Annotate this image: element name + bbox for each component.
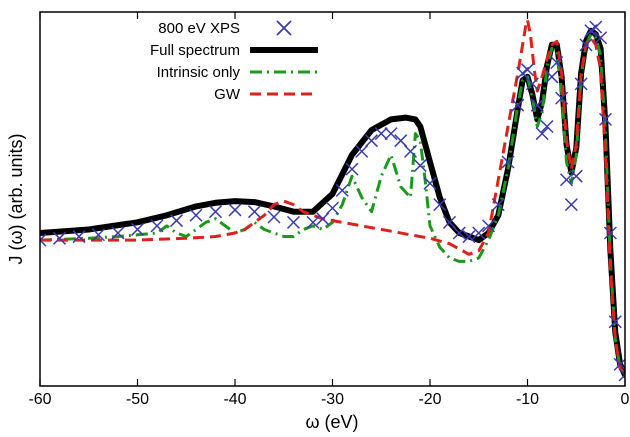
xps-point: [286, 215, 301, 229]
xps-point: [598, 112, 613, 126]
series-line-3: [40, 18, 625, 376]
x-tick-label: -30: [321, 391, 344, 408]
xps-point: [394, 134, 408, 148]
xps-point: [267, 210, 281, 224]
xps-point: [540, 119, 554, 134]
xps-point: [413, 159, 427, 173]
xps-point: [579, 38, 593, 52]
xps-point: [574, 77, 588, 91]
xps-point: [316, 212, 330, 226]
xps-markers: [40, 20, 625, 382]
xps-point: [594, 31, 608, 45]
series-line-2: [40, 32, 625, 376]
x-tick-label: -50: [126, 391, 149, 408]
x-tick-label: 0: [621, 391, 630, 408]
xps-point: [603, 226, 617, 240]
x-tick-label: -60: [28, 391, 51, 408]
xps-point: [364, 134, 379, 148]
legend-marker: [276, 20, 292, 36]
xps-point: [501, 155, 515, 169]
xps-point: [374, 127, 388, 141]
legend: 800 eV XPS Full spectrum Intrinsic only GW: [150, 20, 318, 103]
x-axis-label: ω (eV): [305, 412, 358, 432]
xps-point: [481, 219, 496, 233]
xps-point: [545, 70, 559, 84]
xps-point: [72, 230, 86, 244]
xps-point: [511, 98, 525, 112]
xps-point: [52, 231, 67, 245]
xps-point: [525, 77, 539, 91]
x-tick-label: -20: [418, 391, 441, 408]
xps-point: [40, 233, 47, 247]
xps-point: [355, 144, 369, 158]
xps-point: [491, 198, 505, 212]
xps-point: [335, 183, 349, 197]
xps-point: [169, 214, 184, 228]
xps-point: [423, 176, 437, 190]
xps-point: [608, 315, 622, 329]
legend-label: GW: [214, 86, 241, 103]
legend-label: 800 eV XPS: [158, 20, 240, 37]
xps-point: [589, 20, 603, 34]
xps-point: [91, 228, 106, 242]
xps-point: [130, 222, 145, 236]
xps-point: [550, 56, 564, 70]
x-tick-label: -40: [223, 391, 246, 408]
xps-point: [189, 208, 203, 222]
xps-point: [247, 205, 262, 219]
xps-point: [472, 226, 486, 240]
legend-label: Full spectrum: [150, 42, 240, 59]
xps-point: [564, 198, 578, 212]
xps-point: [555, 91, 569, 105]
xps-point: [452, 226, 466, 240]
xps-point: [535, 127, 549, 141]
xps-point: [618, 368, 625, 382]
xps-point: [569, 169, 583, 183]
xps-point: [345, 162, 359, 176]
xps-point: [111, 226, 125, 240]
xps-point: [150, 219, 164, 233]
xps-point: [306, 215, 320, 229]
xps-point: [462, 230, 476, 244]
xps-point: [384, 127, 398, 141]
xps-point: [403, 144, 418, 158]
axis-ticks: -60 -50 -40 -30 -20 -10 0: [28, 12, 630, 408]
series-layer: [40, 18, 625, 382]
x-tick-label: -10: [516, 391, 539, 408]
y-axis-label: J (ω) (arb. units): [6, 133, 26, 264]
xps-point: [559, 173, 574, 187]
xps-point: [208, 205, 223, 219]
xps-point: [613, 357, 625, 371]
legend-label: Intrinsic only: [157, 64, 241, 81]
xps-point: [520, 63, 535, 77]
xps-point: [442, 215, 457, 229]
xps-point: [433, 198, 447, 212]
xps-point: [325, 201, 340, 215]
xps-point: [530, 98, 544, 112]
xps-point: [228, 203, 242, 217]
